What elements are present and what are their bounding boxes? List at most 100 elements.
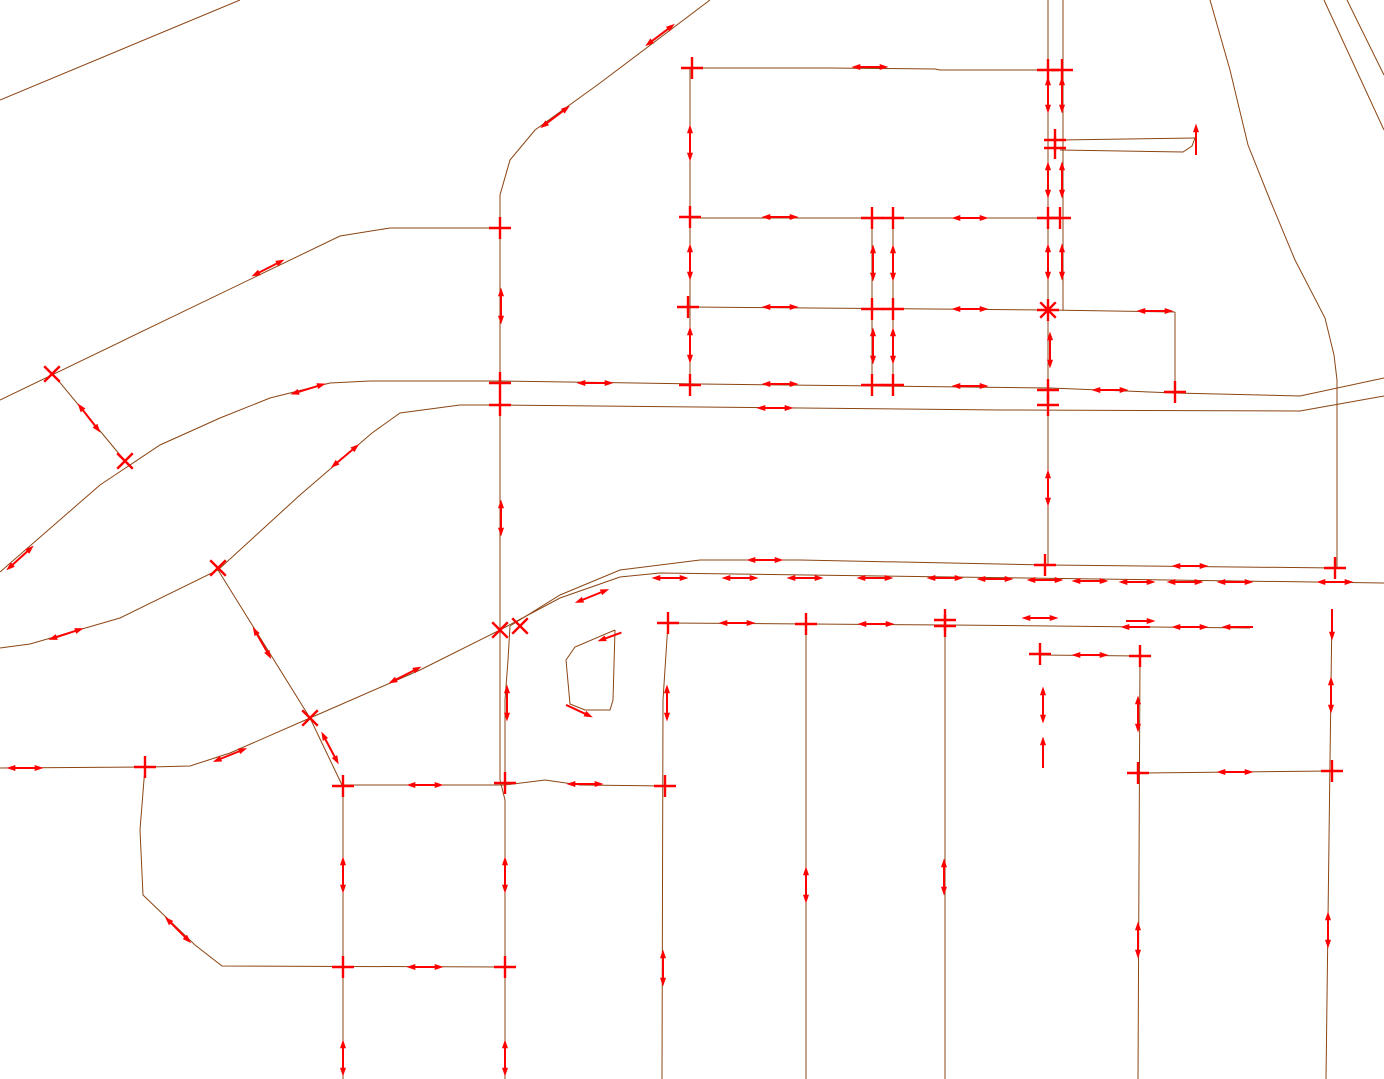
- arrow-head: [979, 214, 989, 222]
- junction-cross[interactable]: [491, 621, 509, 639]
- junction-cross[interactable]: [795, 613, 817, 635]
- junction-cross[interactable]: [489, 394, 511, 416]
- arrow-head: [1058, 189, 1066, 199]
- arrow-head: [212, 755, 223, 762]
- road-segment: [565, 629, 616, 711]
- arrow-head: [1118, 578, 1128, 586]
- arrow-head: [1216, 578, 1226, 586]
- junction-cross[interactable]: [861, 298, 883, 320]
- junction-cross[interactable]: [677, 296, 699, 318]
- arrow-head: [686, 243, 694, 253]
- junction-cross[interactable]: [489, 217, 511, 239]
- two-way-arrow: [1039, 686, 1047, 724]
- direction-marker-layer: [6, 23, 1354, 1077]
- junction-cross[interactable]: [654, 775, 676, 797]
- junction-cross[interactable]: [657, 612, 679, 634]
- one-way-arrow: [565, 704, 593, 718]
- arrow-shaft: [602, 631, 622, 641]
- arrow-head: [856, 574, 866, 582]
- junction-cross[interactable]: [1129, 645, 1151, 667]
- two-way-arrow: [1166, 578, 1204, 586]
- arrow-head: [566, 780, 576, 788]
- arrow-head: [540, 120, 550, 129]
- two-way-arrow: [857, 620, 895, 628]
- arrow-head: [1194, 578, 1204, 586]
- junction-cross[interactable]: [116, 452, 134, 470]
- road-segment: [499, 228, 506, 1079]
- arrow-head: [869, 272, 877, 282]
- junction-cross[interactable]: [301, 709, 319, 727]
- junction-cross[interactable]: [882, 298, 904, 320]
- one-way-arrow: [1192, 123, 1200, 155]
- arrow-head: [879, 63, 889, 71]
- junction-cross[interactable]: [1324, 557, 1346, 579]
- two-way-arrow: [718, 619, 756, 627]
- two-way-arrow: [1134, 921, 1142, 959]
- arrow-head: [659, 949, 667, 959]
- arrow-head: [665, 23, 675, 32]
- two-way-arrow: [1171, 562, 1209, 570]
- junction-cross[interactable]: [511, 617, 529, 635]
- junction-cross[interactable]: [1051, 59, 1073, 81]
- junction-cross[interactable]: [134, 756, 156, 778]
- arrow-head: [501, 856, 509, 866]
- junction-cross[interactable]: [1049, 207, 1071, 229]
- two-way-arrow: [1071, 577, 1109, 585]
- arrow-head: [497, 527, 505, 537]
- junction-cross[interactable]: [679, 206, 701, 228]
- junction-cross[interactable]: [43, 365, 61, 383]
- junction-cross[interactable]: [494, 956, 516, 978]
- junction-cross[interactable]: [934, 615, 956, 637]
- junction-cross[interactable]: [332, 775, 354, 797]
- arrow-head: [1046, 331, 1054, 341]
- arrow-head: [604, 379, 614, 387]
- junction-cross[interactable]: [679, 374, 701, 396]
- two-way-arrow: [786, 574, 824, 582]
- junction-cross[interactable]: [861, 374, 883, 396]
- two-way-arrow: [1216, 578, 1254, 586]
- arrow-head: [1146, 617, 1156, 625]
- arrow-head: [686, 124, 694, 134]
- arrow-head: [237, 748, 248, 755]
- arrow-head: [1044, 243, 1052, 253]
- arrow-shaft: [544, 108, 566, 126]
- junction-cross[interactable]: [1037, 394, 1059, 416]
- arrow-head: [497, 315, 505, 325]
- arrow-head: [164, 916, 174, 926]
- junction-cross[interactable]: [681, 57, 703, 79]
- two-way-arrow: [540, 105, 570, 129]
- two-way-arrow: [1026, 576, 1064, 584]
- junction-cross[interactable]: [882, 374, 904, 396]
- two-way-arrow: [761, 303, 799, 311]
- arrow-head: [316, 383, 326, 390]
- arrow-head: [1324, 911, 1332, 921]
- arrow-head: [889, 272, 897, 282]
- arrow-head: [686, 354, 694, 364]
- arrow-head: [1171, 623, 1181, 631]
- arrow-head: [350, 444, 360, 453]
- arrow-head: [1120, 623, 1130, 631]
- arrow-head: [786, 574, 796, 582]
- arrow-head: [1044, 104, 1052, 114]
- arrow-head: [851, 63, 861, 71]
- junction-cross[interactable]: [332, 956, 354, 978]
- junction-cross[interactable]: [861, 207, 883, 229]
- junction-cross[interactable]: [1321, 760, 1343, 782]
- junction-cross[interactable]: [882, 207, 904, 229]
- two-way-arrow: [756, 404, 794, 412]
- junction-cross[interactable]: [1044, 137, 1066, 159]
- two-way-arrow: [1058, 243, 1066, 281]
- junction-bar: [43, 365, 61, 383]
- junction-cross[interactable]: [209, 559, 227, 577]
- junction-cross[interactable]: [1127, 762, 1149, 784]
- junction-cross[interactable]: [1164, 381, 1186, 403]
- junction-cross[interactable]: [1039, 301, 1057, 319]
- two-way-arrow: [252, 626, 272, 660]
- junction-cross[interactable]: [494, 772, 516, 794]
- junction-cross[interactable]: [1029, 643, 1051, 665]
- junction-cross[interactable]: [1034, 554, 1056, 576]
- junction-cross[interactable]: [489, 372, 511, 394]
- arrow-head: [1136, 307, 1146, 315]
